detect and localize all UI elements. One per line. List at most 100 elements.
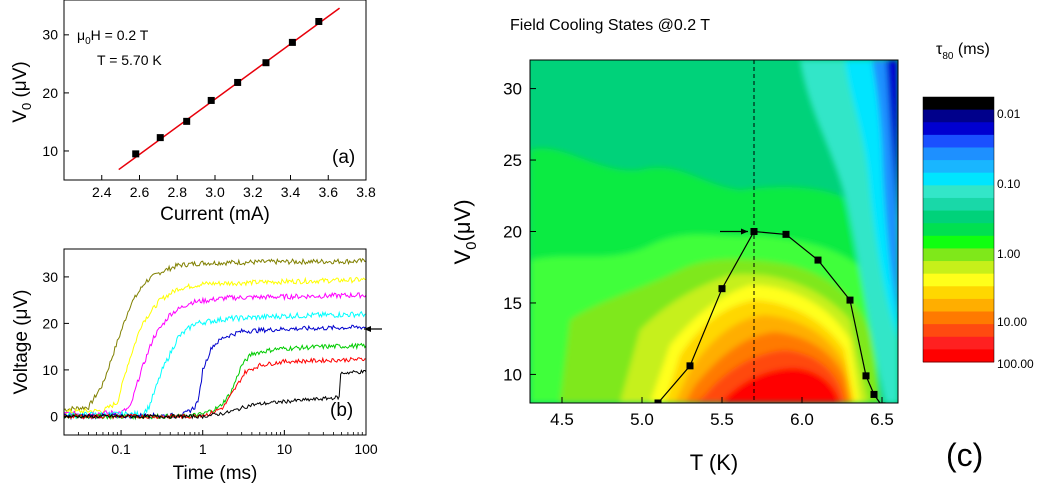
panel-a-data-point	[132, 150, 140, 158]
colorbar-cell	[923, 210, 994, 224]
colorbar-cell	[923, 172, 994, 186]
heatmap-contours	[530, 60, 898, 403]
panel-a-x-tick-label: 2.6	[130, 184, 150, 200]
panel-a-x-tick-label: 2.4	[92, 184, 112, 200]
panel-a-data-point	[288, 38, 296, 46]
panel-c-y-axis-label: V0(μV)	[450, 199, 480, 264]
panel-b-y-tick-label: 10	[42, 362, 58, 378]
colorbar-cell	[923, 223, 994, 237]
colorbar-cell	[923, 324, 994, 338]
panel-b-y-ticks: 0 10 20 30	[42, 269, 69, 424]
panel-a-x-ticks: 2.4 2.6 2.8 3.0 3.2 3.4 3.6 3.8	[92, 175, 376, 200]
colorbar-cell	[923, 311, 994, 325]
colorbar-frame	[922, 96, 995, 363]
colorbar-title: τ80 (ms)	[936, 41, 990, 62]
panel-b-x-axis-label: Time (ms)	[173, 463, 258, 484]
panel-a-x-tick-label: 2.8	[168, 184, 188, 200]
panel-a-points	[132, 17, 323, 158]
panel-a-x-tick-label: 3.0	[205, 184, 225, 200]
panel-c-data-point	[814, 256, 822, 264]
colorbar-cell	[923, 286, 994, 300]
panel-c-label: (c)	[946, 437, 983, 473]
colorbar-cell	[923, 349, 994, 363]
panel-b-series-line	[64, 310, 366, 419]
colorbar: τ80 (ms) 0.01 0.10 1.00 10.00 100.00	[922, 41, 1034, 371]
panel-b-label: (b)	[330, 400, 353, 421]
panel-a-x-tick-label: 3.2	[243, 184, 263, 200]
panel-b-y-tick-label: 30	[42, 269, 58, 285]
panel-a-plot-area	[118, 7, 341, 171]
panel-b-x-tick-label: 1	[199, 441, 207, 457]
colorbar-labels: 0.01 0.10 1.00 10.00 100.00	[997, 107, 1034, 371]
colorbar-cell	[923, 122, 994, 136]
panel-a-data-point	[207, 96, 215, 104]
panel-c-y-tick-label: 10	[503, 365, 522, 384]
panel-c-x-ticks: 4.5 5.0 5.5 6.0 6.5	[550, 397, 894, 429]
colorbar-label: 100.00	[997, 357, 1034, 371]
colorbar-cell	[923, 298, 994, 313]
panel-c: Field Cooling States @0.2 T	[450, 17, 1034, 475]
panel-b-x-ticks: 0.1 1 10 100	[63, 430, 378, 457]
colorbar-cell	[923, 134, 994, 148]
panel-b-y-tick-label: 20	[42, 315, 58, 331]
panel-c-data-point	[862, 372, 870, 380]
colorbar-cell	[923, 109, 994, 123]
panel-c-data-point	[718, 285, 726, 293]
colorbar-cell	[923, 160, 994, 174]
panel-b-series-line	[64, 291, 366, 418]
panel-a: 2.4 2.6 2.8 3.0 3.2 3.4 3.6 3.8 10 20 30 Current …	[10, 0, 376, 225]
panel-a-x-axis-label: Current (mA)	[160, 204, 270, 225]
colorbar-label: 0.01	[997, 107, 1021, 121]
panel-a-y-tick-label: 20	[42, 85, 58, 101]
panel-b-plot-area	[64, 257, 366, 421]
panel-c-title: Field Cooling States @0.2 T	[510, 17, 710, 34]
panel-a-x-tick-label: 3.6	[319, 184, 339, 200]
panel-a-annotation-field: μ0H = 0.2 T	[77, 27, 149, 47]
panel-b-frame	[63, 248, 367, 436]
panel-a-data-point	[234, 78, 242, 86]
panel-b: 0.1 1 10 100 0 10 20 30 Time (ms) Voltage (μV)…	[11, 248, 382, 484]
panel-a-y-axis-label: V0 (μV)	[10, 61, 34, 122]
panel-b-series-line	[64, 257, 366, 413]
colorbar-label: 1.00	[997, 247, 1021, 261]
colorbar-cell	[923, 235, 994, 249]
contour-red	[720, 368, 840, 403]
panel-a-y-tick-label: 10	[42, 143, 58, 159]
colorbar-cell	[923, 197, 994, 212]
panel-b-x-tick-label: 10	[277, 441, 293, 457]
panel-c-data-point	[782, 230, 790, 238]
panel-c-data-point	[654, 399, 662, 403]
colorbar-label: 0.10	[997, 177, 1021, 191]
panel-c-x-tick-label: 6.0	[790, 410, 814, 429]
panel-b-y-axis-label: Voltage (μV)	[11, 290, 32, 395]
panel-b-x-tick-label: 0.1	[111, 441, 131, 457]
panel-c-boundary-line	[657, 230, 881, 403]
panel-b-series-line	[64, 276, 366, 415]
colorbar-cell	[923, 248, 994, 262]
panel-c-y-tick-label: 25	[503, 151, 522, 170]
panel-b-series-line	[64, 324, 366, 421]
panel-a-data-point	[156, 134, 164, 142]
panel-a-data-point	[183, 117, 191, 125]
panel-c-data-point	[870, 390, 878, 398]
panel-c-data-point	[750, 228, 758, 235]
colorbar-cell	[923, 273, 994, 287]
colorbar-label: 10.00	[997, 315, 1027, 329]
panel-a-y-ticks: 10 20 30	[42, 27, 69, 159]
panel-a-y-tick-label: 30	[42, 27, 58, 43]
panel-a-data-point	[315, 17, 323, 25]
panel-b-x-tick-label: 100	[354, 441, 378, 457]
contour-deep-blue-right	[886, 60, 898, 220]
colorbar-cell	[923, 97, 994, 111]
panel-a-fit-line	[118, 7, 341, 171]
colorbar-cell	[923, 336, 994, 350]
panel-c-data-point	[846, 296, 854, 304]
panel-c-y-tick-label: 15	[503, 294, 522, 313]
panel-c-data-point	[686, 362, 694, 370]
panel-c-y-tick-label: 30	[503, 80, 522, 99]
colorbar-cell	[923, 185, 994, 199]
panel-c-x-tick-label: 6.5	[870, 410, 894, 429]
colorbar-cell	[923, 261, 994, 275]
panel-c-x-axis-label: T (K)	[690, 450, 738, 475]
